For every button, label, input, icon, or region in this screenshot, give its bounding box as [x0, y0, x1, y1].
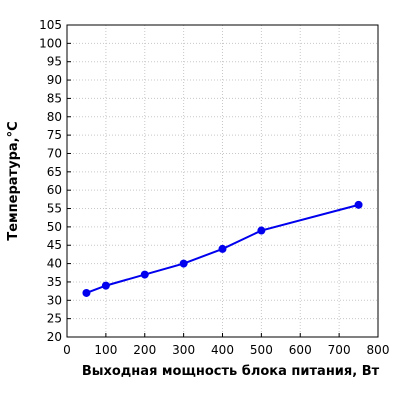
data-point: [218, 244, 227, 253]
series-layer: [82, 200, 363, 297]
x-tick-label: 400: [211, 343, 234, 357]
x-tick-label: 700: [328, 343, 351, 357]
y-tick-label: 40: [47, 257, 62, 271]
y-tick-label: 65: [47, 165, 62, 179]
y-tick-label: 70: [47, 146, 62, 160]
data-point: [101, 281, 110, 290]
x-tick-label: 600: [289, 343, 312, 357]
data-point: [354, 200, 363, 209]
y-tick-label: 85: [47, 91, 62, 105]
grid: [67, 24, 378, 337]
data-point: [179, 259, 188, 268]
x-tick-label: 0: [63, 343, 71, 357]
y-tick-label: 55: [47, 202, 62, 216]
x-tick-label: 500: [250, 343, 273, 357]
y-tick-label: 90: [47, 73, 62, 87]
y-tick-label: 45: [47, 238, 62, 252]
y-tick-label: 60: [47, 183, 62, 197]
y-tick-label: 50: [47, 220, 62, 234]
x-tick-label: 800: [367, 343, 390, 357]
x-tick-label: 200: [133, 343, 156, 357]
y-tick-label: 95: [47, 55, 62, 69]
y-tick-label: 30: [47, 293, 62, 307]
data-point: [82, 288, 91, 297]
y-tick-label: 25: [47, 312, 62, 326]
y-tick-label: 35: [47, 275, 62, 289]
data-point: [140, 270, 149, 279]
y-axis-title: Температура,°C: [6, 121, 21, 240]
axis-ticks: 0 100 200 300 400 500 600 700 800 20 25 30 35 40 45 50 5…: [39, 18, 389, 357]
y-tick-label: 105: [39, 18, 62, 32]
y-tick-label: 75: [47, 128, 62, 142]
y-tick-label: 100: [39, 36, 62, 50]
x-tick-label: 300: [172, 343, 195, 357]
data-point: [257, 226, 266, 235]
y-tick-label: 80: [47, 110, 62, 124]
x-axis-title: Выходная мощность блока питания, Вт: [82, 364, 380, 379]
x-tick-label: 100: [94, 343, 117, 357]
y-tick-label: 20: [47, 330, 62, 344]
